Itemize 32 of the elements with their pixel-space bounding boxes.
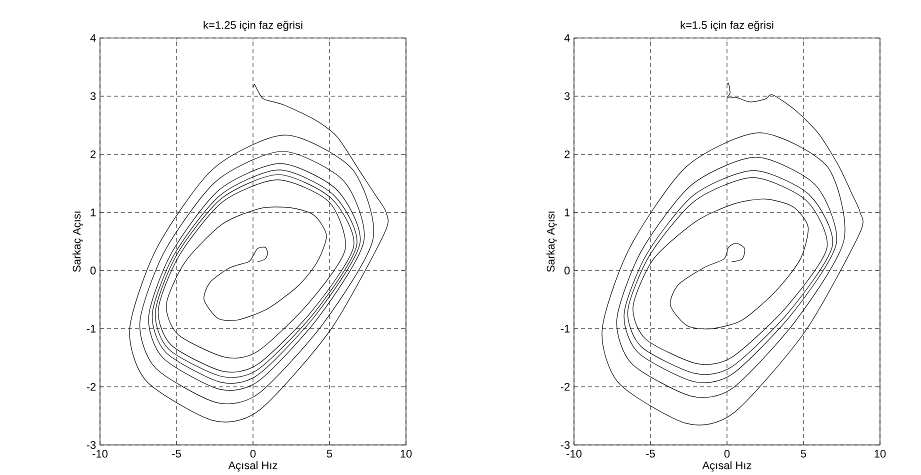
y-tick-label: -1 [86, 324, 96, 332]
y-tick-label: 0 [90, 266, 96, 274]
x-tick-label: 0 [250, 450, 256, 458]
y-tick-label: 3 [564, 92, 570, 100]
y-tick-label: -2 [560, 382, 570, 391]
y-tick-label: -3 [86, 441, 96, 449]
y-axis-title: Sarkaç Açısı [72, 212, 83, 272]
y-tick-label: 3 [90, 92, 96, 100]
x-tick-label: 5 [800, 450, 806, 458]
x-tick-label: -10 [92, 450, 108, 458]
x-tick-label: 0 [724, 450, 730, 458]
y-tick-label: 2 [90, 150, 96, 158]
x-axis-title: Açısal Hız [228, 461, 278, 472]
y-tick-label: 0 [564, 266, 570, 274]
y-tick-label: 2 [564, 150, 570, 158]
y-tick-label: -1 [560, 324, 570, 332]
x-tick-label: 5 [326, 450, 332, 458]
x-tick-label: -10 [566, 450, 582, 458]
chart-title: k=1.25 için faz eğrisi [204, 20, 302, 32]
y-tick-label: 4 [90, 34, 96, 42]
y-axis-title: Sarkaç Açısı [546, 212, 557, 272]
y-tick-label: 4 [564, 34, 570, 42]
y-tick-label: -3 [560, 441, 570, 449]
x-axis-title: Açısal Hız [702, 461, 752, 472]
x-tick-label: -5 [646, 450, 655, 458]
y-tick-label: 1 [90, 208, 96, 216]
x-tick-label: 10 [400, 450, 412, 458]
y-tick-label: -2 [86, 382, 96, 391]
chart-title: k=1.5 için faz eğrisi [680, 20, 774, 32]
y-tick-label: 1 [564, 208, 570, 216]
x-tick-label: -5 [172, 450, 181, 458]
x-tick-label: 10 [874, 450, 886, 458]
